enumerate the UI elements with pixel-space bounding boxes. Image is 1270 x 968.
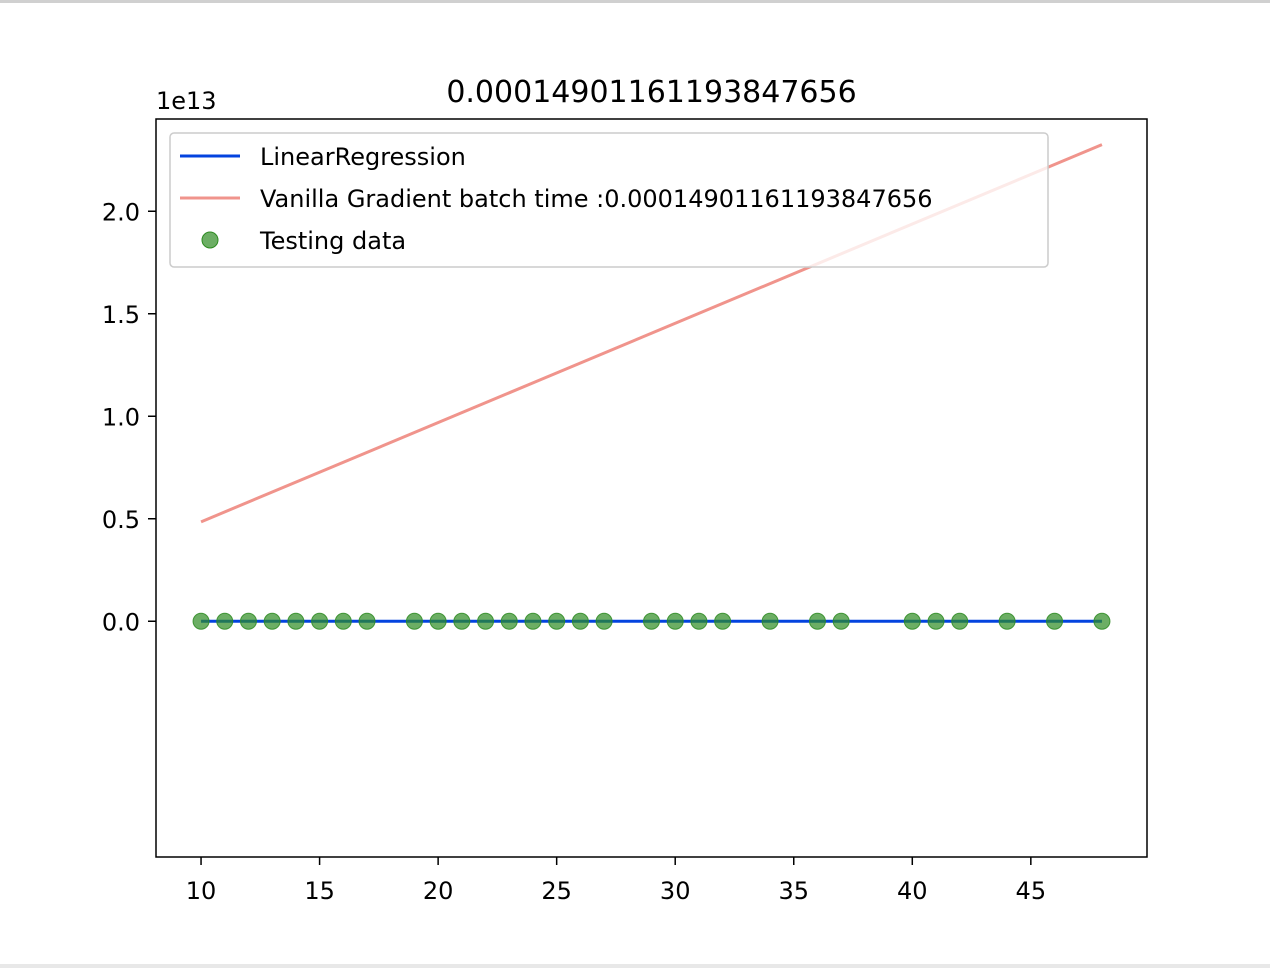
scatter-point — [429, 612, 447, 630]
scatter-point — [595, 612, 613, 630]
scatter-point — [287, 612, 305, 630]
scatter-point — [571, 612, 589, 630]
scatter-point — [903, 612, 921, 630]
x-tick-label: 15 — [304, 877, 335, 905]
scatter-point — [239, 612, 257, 630]
x-tick-label: 35 — [778, 877, 809, 905]
x-tick-label: 45 — [1016, 877, 1047, 905]
x-tick-label: 30 — [660, 877, 691, 905]
scatter-point — [951, 612, 969, 630]
scatter-point — [524, 612, 542, 630]
y-tick-label: 1.0 — [102, 403, 140, 431]
scatter-point — [453, 612, 471, 630]
legend-box — [169, 132, 1049, 268]
y-offset-label: 1e13 — [156, 87, 217, 115]
scatter-point — [761, 612, 779, 630]
scatter-point — [216, 612, 234, 630]
legend: LinearRegression Vanilla Gradient batch t… — [169, 132, 1049, 268]
x-tick-label: 10 — [186, 877, 217, 905]
scatter-point — [405, 612, 423, 630]
scatter-point — [477, 612, 495, 630]
scatter-point — [192, 612, 210, 630]
axes-frame — [155, 118, 1148, 858]
legend-entry-label: Vanilla Gradient batch time :0.000149011… — [260, 185, 933, 213]
scatter-point — [334, 612, 352, 630]
x-tick-label: 40 — [897, 877, 928, 905]
scatter-point — [1046, 612, 1064, 630]
scatter-point — [358, 612, 376, 630]
x-tick-label: 20 — [423, 877, 454, 905]
scatter-point — [1093, 612, 1111, 630]
scatter-point — [927, 612, 945, 630]
y-tick-label: 2.0 — [102, 198, 140, 226]
y-tick-label: 0.0 — [102, 608, 140, 636]
y-tick-label: 1.5 — [102, 301, 140, 329]
scatter-point — [690, 612, 708, 630]
scatter-point — [548, 612, 566, 630]
legend-entry-label: Testing data — [259, 227, 406, 255]
scatter-point — [643, 612, 660, 630]
window-top-border — [0, 0, 1270, 3]
axis-ticks: 10 15 20 25 30 35 40 45 0.0 0.5 1.0 1.5 2.0 — [102, 198, 1046, 905]
legend-marker-swatch — [201, 231, 219, 249]
scatter-point — [500, 612, 518, 630]
scatter-point — [998, 612, 1016, 630]
scatter-point — [666, 612, 684, 630]
scatter-point — [832, 612, 850, 630]
x-tick-label: 25 — [541, 877, 572, 905]
scatter-point — [311, 612, 329, 630]
scatter-point — [714, 612, 732, 630]
y-tick-label: 0.5 — [102, 506, 140, 534]
scatter-point — [808, 612, 826, 630]
scatter-point — [263, 612, 281, 630]
chart-title: 0.00014901161193847656 — [446, 75, 856, 110]
window-bottom-border — [0, 964, 1270, 968]
legend-entry-label: LinearRegression — [260, 143, 466, 171]
